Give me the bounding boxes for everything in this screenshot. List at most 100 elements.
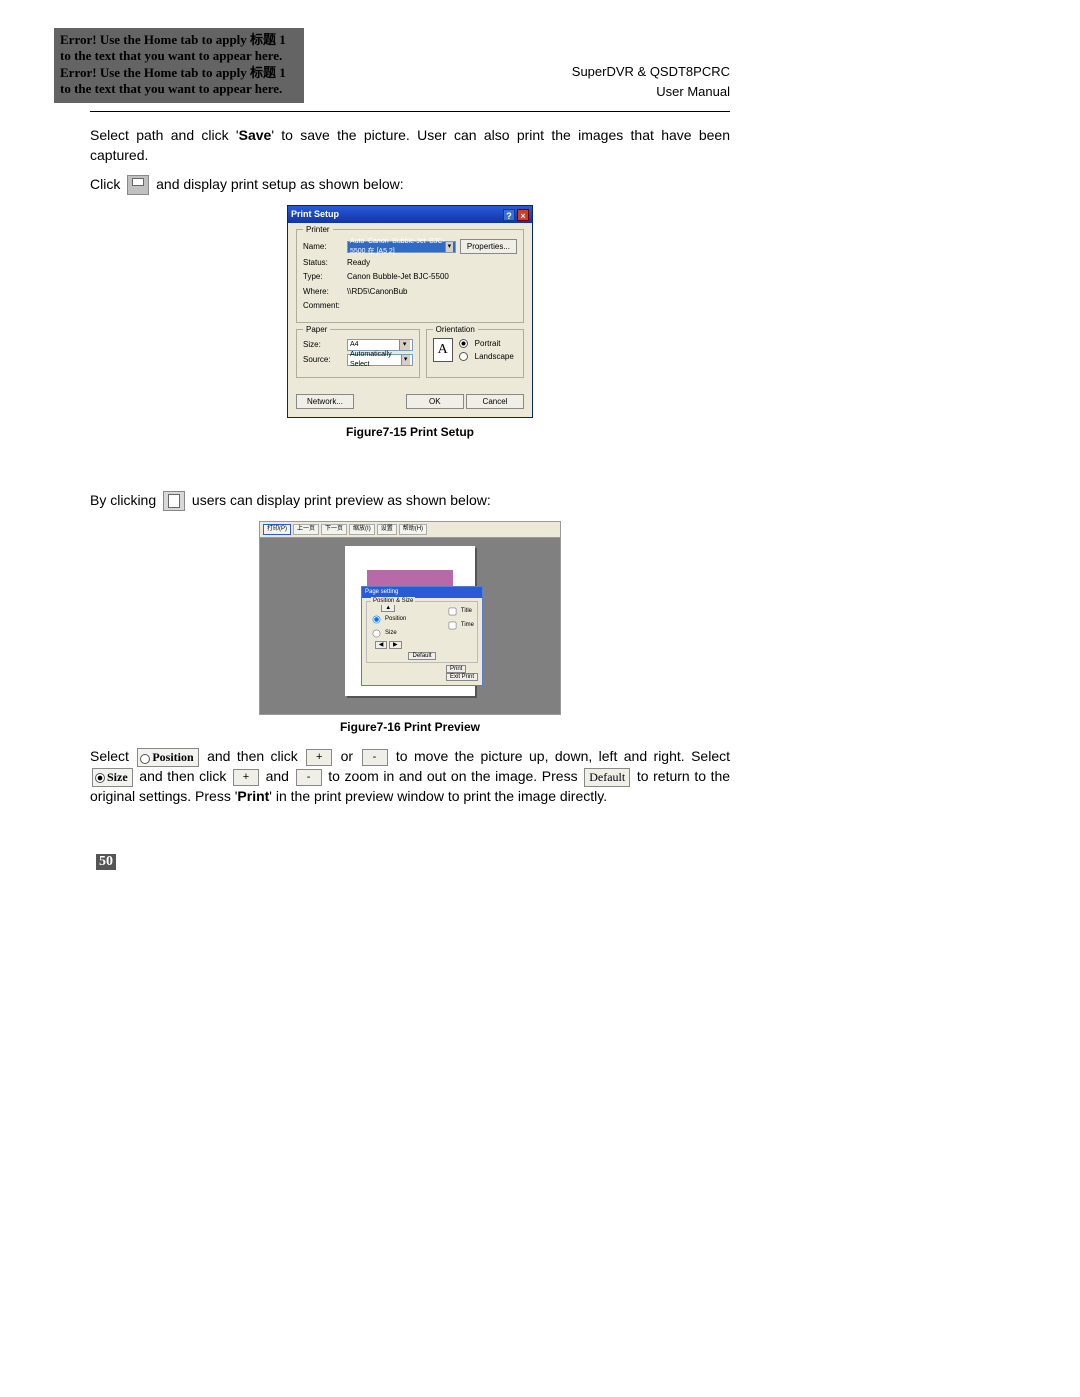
toolbar-prev-button[interactable]: 上一页: [293, 524, 319, 534]
orientation-sample-icon: A: [433, 338, 453, 362]
plus-button[interactable]: +: [233, 769, 259, 786]
time-check-label: Time: [461, 621, 474, 629]
product-name: SuperDVR & QSDT8PCRC: [324, 62, 730, 82]
title-checkbox[interactable]: [448, 607, 456, 615]
help-icon[interactable]: ?: [503, 209, 515, 221]
preview-canvas: Page setting Position & Size ▲ Position …: [260, 538, 560, 714]
text: to move the picture up, down, left and r…: [396, 748, 730, 764]
arrow-right-button[interactable]: ▶: [389, 641, 402, 649]
comment-label: Comment:: [303, 300, 343, 311]
figure-7-15-caption: Figure7-15 Print Setup: [90, 424, 730, 441]
error-banner: Error! Use the Home tab to apply 标题 1 to…: [54, 28, 304, 103]
text: Select path and click ': [90, 127, 239, 143]
figure-7-16-caption: Figure7-16 Print Preview: [90, 719, 730, 736]
title-check-label: Title: [461, 607, 472, 615]
preview-paper: Page setting Position & Size ▲ Position …: [345, 546, 475, 696]
print-preview-icon: [163, 491, 185, 511]
print-preview-window: 打印(P) 上一页 下一页 缩放(I) 设置 帮助(H) Page settin…: [259, 521, 561, 714]
dialog-title: Print Setup: [291, 208, 339, 221]
printer-name-value: Auto Canon Bubble-Jet BJC-5500 在 [A5 2]: [350, 237, 445, 257]
chevron-down-icon[interactable]: ▾: [445, 242, 453, 252]
size-label: Size:: [303, 339, 343, 350]
toolbar-zoom-button[interactable]: 缩放(I): [349, 524, 375, 534]
name-label: Name:: [303, 241, 343, 252]
toolbar-setup-button[interactable]: 设置: [377, 524, 397, 534]
toolbar-help-button[interactable]: 帮助(H): [399, 524, 427, 534]
text: Select: [90, 748, 129, 764]
paragraph-preview: By clicking users can display print prev…: [90, 491, 730, 511]
text: or: [341, 748, 353, 764]
dialog-titlebar: Print Setup ? ×: [288, 206, 532, 223]
cancel-button[interactable]: Cancel: [466, 394, 524, 409]
paragraph-click-print: Click and display print setup as shown b…: [90, 175, 730, 195]
type-label: Type:: [303, 271, 343, 282]
paper-legend: Paper: [303, 324, 330, 335]
properties-button[interactable]: Properties...: [460, 239, 517, 254]
landscape-radio[interactable]: [459, 352, 468, 361]
paper-size-combo[interactable]: A4 ▾: [347, 339, 413, 351]
landscape-label: Landscape: [475, 351, 514, 362]
preview-toolbar: 打印(P) 上一页 下一页 缩放(I) 设置 帮助(H): [260, 522, 560, 537]
type-value: Canon Bubble-Jet BJC-5500: [347, 271, 517, 282]
close-icon[interactable]: ×: [517, 209, 529, 221]
text: users can display print preview as shown…: [192, 492, 491, 508]
network-button[interactable]: Network...: [296, 394, 354, 409]
text: and then click: [139, 768, 226, 784]
minus-button[interactable]: -: [362, 749, 388, 766]
paragraph-controls: Select Position and then click + or - to…: [90, 747, 730, 806]
text: By clicking: [90, 492, 156, 508]
paper-group: Paper Size: A4▾ Source: Automatically Se…: [296, 329, 420, 378]
printer-group: Printer Name: Auto Canon Bubble-Jet BJC-…: [296, 229, 524, 323]
size-radio[interactable]: [373, 630, 381, 638]
where-label: Where:: [303, 286, 343, 297]
doc-subtitle: User Manual: [324, 82, 730, 102]
source-label: Source:: [303, 354, 343, 365]
paper-size-value: A4: [350, 340, 359, 350]
status-value: Ready: [347, 257, 517, 268]
default-chip[interactable]: Default: [584, 768, 630, 787]
print-setup-icon: [127, 175, 149, 195]
printer-name-combo[interactable]: Auto Canon Bubble-Jet BJC-5500 在 [A5 2] …: [347, 241, 456, 253]
exit-print-button[interactable]: Exit Print: [446, 673, 478, 681]
doc-title-block: SuperDVR & QSDT8PCRC User Manual: [324, 28, 730, 101]
size-label: Size: [385, 629, 397, 637]
text: and: [266, 768, 289, 784]
print-button[interactable]: Print: [446, 665, 466, 673]
arrow-left-button[interactable]: ◀: [375, 641, 388, 649]
text: to zoom in and out on the image. Press: [328, 768, 577, 784]
printer-legend: Printer: [303, 224, 333, 235]
toolbar-next-button[interactable]: 下一页: [321, 524, 347, 534]
paper-source-value: Automatically Select: [350, 350, 401, 370]
paper-source-combo[interactable]: Automatically Select▾: [347, 354, 413, 366]
toolbar-print-button[interactable]: 打印(P): [263, 524, 291, 534]
status-label: Status:: [303, 257, 343, 268]
position-chip: Position: [137, 748, 198, 767]
orientation-legend: Orientation: [433, 324, 478, 335]
orientation-group: Orientation A Portrait Landscape: [426, 329, 524, 378]
print-keyword: Print: [237, 788, 269, 804]
text: and then click: [207, 748, 298, 764]
ok-button[interactable]: OK: [406, 394, 464, 409]
position-label: Position: [385, 615, 406, 623]
page-header: Error! Use the Home tab to apply 标题 1 to…: [90, 28, 730, 103]
text: and display print setup as shown below:: [156, 176, 403, 192]
portrait-radio[interactable]: [459, 339, 468, 348]
text: ' in the print preview window to print t…: [269, 788, 607, 804]
time-checkbox[interactable]: [448, 621, 456, 629]
size-chip: Size: [92, 768, 133, 787]
page-number: 50: [96, 854, 116, 870]
default-button[interactable]: Default: [408, 652, 435, 660]
chevron-down-icon[interactable]: ▾: [401, 355, 410, 365]
where-value: \\RD5\CanonBub: [347, 286, 517, 297]
position-radio[interactable]: [373, 616, 381, 624]
size-chip-label: Size: [107, 770, 128, 784]
plus-button[interactable]: +: [306, 749, 332, 766]
minus-button[interactable]: -: [296, 769, 322, 786]
portrait-label: Portrait: [475, 338, 501, 349]
position-chip-label: Position: [152, 750, 193, 764]
header-rule: [90, 111, 730, 112]
print-setup-dialog: Print Setup ? × Printer Name: Auto Canon…: [287, 205, 533, 418]
page-setting-panel: Page setting Position & Size ▲ Position …: [361, 586, 483, 685]
text: Click: [90, 176, 120, 192]
chevron-down-icon[interactable]: ▾: [399, 340, 410, 350]
